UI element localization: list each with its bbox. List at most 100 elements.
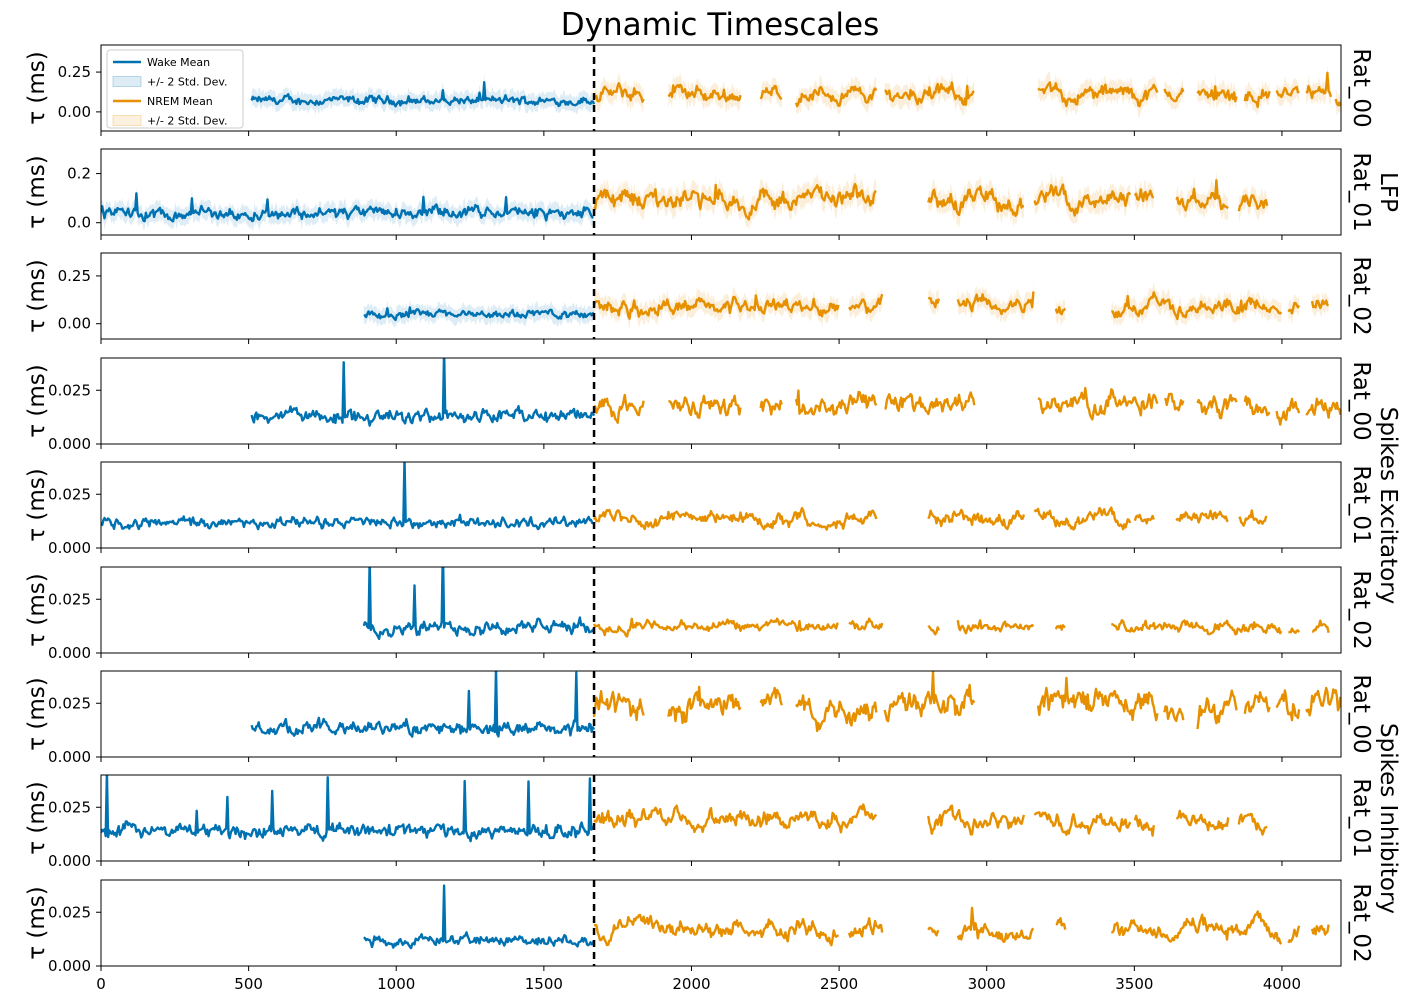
nrem-mean-line [1054,306,1067,316]
nrem-mean-line [1243,691,1271,714]
nrem-mean-line [1054,624,1066,631]
nrem-mean-line [1033,506,1132,531]
nrem-mean-line [1033,183,1132,217]
axes-frame [100,252,1342,340]
rat-label: Rat_00 [1348,48,1374,127]
wake-mean-line [250,671,596,738]
rat-label: Rat_01 [1348,465,1374,544]
nrem-mean-line [1036,676,1159,722]
nrem-mean-line [1163,705,1185,723]
axes-frame [100,44,1342,132]
nrem-mean-line [1288,627,1301,634]
panel-lfp-rat_02: 0.25 0.00 τ (ms) Rat_02 [24,252,1374,344]
nrem-mean-line [1111,291,1283,321]
nrem-mean-line [1175,179,1229,212]
nrem-mean-line [1311,619,1330,634]
axes-frame [100,461,1342,549]
panel-lfp-rat_01: 0.2 0.0 τ (ms) Rat_01 [24,148,1374,240]
nrem-std-band [1312,290,1329,317]
nrem-mean-line [668,394,742,419]
x-tick-label: 4000 [1263,975,1301,993]
y-tick-label: 0.025 [48,590,91,608]
plot-area [250,358,1341,427]
nrem-mean-line [1133,814,1155,837]
nrem-mean-line [927,804,1026,836]
plot-area [362,567,1330,641]
wake-mean-line [250,81,596,108]
axes-frame [100,774,1342,862]
nrem-mean-line [593,82,645,103]
chart-title: Dynamic Timescales [561,7,879,43]
plot-area [101,169,1269,231]
plot-area [363,884,1330,950]
y-tick-label: 0.025 [48,381,91,399]
x-tick-label: 2000 [672,975,710,993]
y-tick-label: 0.025 [48,694,91,712]
nrem-mean-line [1237,194,1269,212]
nrem-mean-line [1164,392,1185,412]
nrem-mean-line [847,917,884,938]
y-axis-label: τ (ms) [24,781,50,855]
y-tick-label: 0.0 [67,214,91,232]
nrem-mean-line [759,84,783,101]
wake-mean-line [362,567,596,641]
nrem-mean-line [1133,513,1155,525]
nrem-mean-line [1037,386,1159,421]
nrem-mean-line [848,617,884,631]
nrem-mean-line [927,508,1026,531]
nrem-mean-line [759,686,783,707]
nrem-mean-line [1275,397,1301,426]
rat-label: Rat_02 [1348,256,1374,335]
axes-frame [100,148,1342,236]
nrem-mean-line [927,185,1025,217]
x-tick-label: 3000 [968,975,1006,993]
x-tick-label: 3500 [1115,975,1153,993]
nrem-std-band [928,174,1024,228]
nrem-mean-line [848,293,884,314]
axes-frame [100,566,1342,654]
nrem-mean-line [1133,188,1154,203]
wake-mean-line [363,306,595,322]
nrem-std-band [1034,172,1131,225]
y-tick-label: 0.25 [58,63,91,81]
nrem-mean-line [1237,812,1268,836]
nrem-mean-line [593,803,878,834]
nrem-std-band [1176,169,1229,221]
nrem-std-band [1164,77,1184,111]
nrem-mean-line [1243,88,1271,109]
nrem-mean-line [1111,910,1283,945]
group-label-spikes-excitatory: Spikes Excitatory [1375,407,1401,605]
plot-area [101,462,1268,531]
nrem-mean-line [1305,71,1333,100]
group-label-lfp: LFP [1375,172,1401,212]
legend-nrem-mean-label: NREM Mean [147,95,213,108]
nrem-mean-line [1111,619,1283,636]
y-tick-label: 0.25 [58,267,91,285]
nrem-mean-line [592,690,645,722]
nrem-mean-line [1305,397,1341,419]
y-tick-label: 0.2 [67,165,91,183]
legend-wake-mean-label: Wake Mean [147,56,210,69]
axes-frame [100,357,1342,445]
nrem-mean-line [1033,811,1132,836]
y-axis-label: τ (ms) [24,677,50,751]
y-tick-label: 0.025 [48,903,91,921]
nrem-std-band [796,74,877,115]
y-axis-label: τ (ms) [24,155,50,229]
nrem-mean-line [1163,87,1185,103]
nrem-mean-line [1175,809,1230,832]
y-tick-label: 0.025 [48,485,91,503]
wake-mean-line [250,358,596,427]
rat-label: Rat_02 [1348,570,1374,649]
plot-area [101,775,1268,843]
plot-area [250,65,1341,119]
panel-lfp-rat_00: 0.25 0.00 τ (ms) Rat_00 [24,44,1374,136]
nrem-mean-line [1275,85,1300,99]
nrem-mean-line [593,393,645,424]
